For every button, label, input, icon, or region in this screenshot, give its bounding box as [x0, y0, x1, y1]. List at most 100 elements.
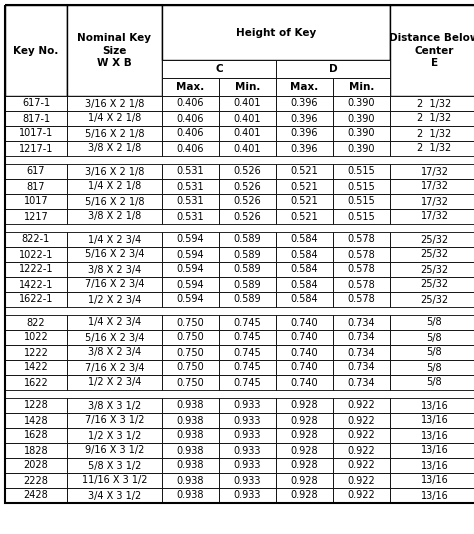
- Text: 0.584: 0.584: [291, 279, 319, 289]
- Text: Distance Below
Center
E: Distance Below Center E: [389, 33, 474, 68]
- Text: 7/16 X 3 1/2: 7/16 X 3 1/2: [85, 415, 144, 426]
- Bar: [162, 315, 219, 330]
- Text: 2  1/32: 2 1/32: [418, 98, 452, 108]
- Text: 0.740: 0.740: [291, 318, 319, 327]
- Text: 25/32: 25/32: [420, 234, 448, 245]
- Bar: [219, 111, 276, 126]
- Text: 5/8: 5/8: [427, 318, 442, 327]
- Text: 0.515: 0.515: [347, 182, 375, 192]
- Text: Key No.: Key No.: [13, 45, 59, 56]
- Text: 9/16 X 3 1/2: 9/16 X 3 1/2: [85, 445, 144, 456]
- Bar: [219, 315, 276, 330]
- Text: 0.390: 0.390: [348, 98, 375, 108]
- Text: 5/16 X 2 1/8: 5/16 X 2 1/8: [85, 197, 144, 207]
- Bar: [276, 164, 333, 179]
- Text: Max.: Max.: [176, 82, 205, 92]
- Bar: [390, 277, 474, 292]
- Bar: [219, 96, 276, 111]
- Text: 0.531: 0.531: [177, 167, 204, 177]
- Bar: [390, 345, 474, 360]
- Bar: [162, 443, 219, 458]
- Bar: [162, 413, 219, 428]
- Text: 3/4 X 3 1/2: 3/4 X 3 1/2: [88, 491, 141, 500]
- Bar: [333, 277, 390, 292]
- Text: 0.938: 0.938: [177, 430, 204, 441]
- Text: 2228: 2228: [24, 475, 48, 485]
- Bar: [5, 413, 67, 428]
- Text: 0.933: 0.933: [234, 491, 261, 500]
- Text: 25/32: 25/32: [420, 249, 448, 260]
- Text: 17/32: 17/32: [420, 211, 448, 222]
- Bar: [390, 413, 474, 428]
- Text: 0.734: 0.734: [348, 333, 375, 342]
- Text: Max.: Max.: [291, 82, 319, 92]
- Bar: [276, 111, 333, 126]
- Bar: [162, 345, 219, 360]
- Text: 0.938: 0.938: [177, 460, 204, 470]
- Bar: [276, 292, 333, 307]
- Bar: [5, 360, 67, 375]
- Bar: [333, 488, 390, 503]
- Text: 0.745: 0.745: [234, 318, 261, 327]
- Text: 822-1: 822-1: [22, 234, 50, 245]
- Text: 5/8: 5/8: [427, 378, 442, 388]
- Bar: [276, 262, 333, 277]
- Bar: [390, 262, 474, 277]
- Text: 0.406: 0.406: [177, 144, 204, 153]
- Bar: [390, 375, 474, 390]
- Text: 0.933: 0.933: [234, 415, 261, 426]
- Bar: [162, 488, 219, 503]
- Text: 5/8: 5/8: [427, 333, 442, 342]
- Bar: [5, 330, 67, 345]
- Text: D: D: [328, 64, 337, 74]
- Bar: [5, 488, 67, 503]
- Bar: [219, 232, 276, 247]
- Text: 2028: 2028: [24, 460, 48, 470]
- Bar: [219, 262, 276, 277]
- Text: 13/16: 13/16: [420, 430, 448, 441]
- Bar: [5, 375, 67, 390]
- Text: 3/8 X 2 1/8: 3/8 X 2 1/8: [88, 144, 141, 153]
- Text: 0.750: 0.750: [177, 363, 204, 373]
- Bar: [162, 194, 219, 209]
- Bar: [5, 262, 67, 277]
- Bar: [67, 164, 162, 179]
- Text: 0.922: 0.922: [347, 445, 375, 456]
- Bar: [5, 164, 67, 179]
- Text: 0.578: 0.578: [347, 264, 375, 274]
- Bar: [390, 398, 474, 413]
- Bar: [276, 315, 333, 330]
- Bar: [333, 398, 390, 413]
- Bar: [390, 292, 474, 307]
- Bar: [5, 473, 67, 488]
- Bar: [67, 488, 162, 503]
- Text: 0.526: 0.526: [234, 182, 261, 192]
- Bar: [162, 458, 219, 473]
- Text: 3/16 X 2 1/8: 3/16 X 2 1/8: [85, 98, 144, 108]
- Text: Min.: Min.: [235, 82, 260, 92]
- Bar: [333, 96, 390, 111]
- Bar: [67, 111, 162, 126]
- Text: 5/8: 5/8: [427, 363, 442, 373]
- Bar: [276, 209, 333, 224]
- Bar: [67, 345, 162, 360]
- Bar: [276, 194, 333, 209]
- Text: 0.584: 0.584: [291, 234, 319, 245]
- Bar: [162, 232, 219, 247]
- Text: 0.406: 0.406: [177, 129, 204, 138]
- Bar: [333, 315, 390, 330]
- Text: 0.745: 0.745: [234, 378, 261, 388]
- Text: 0.922: 0.922: [347, 475, 375, 485]
- Bar: [5, 126, 67, 141]
- Text: Height of Key: Height of Key: [236, 27, 316, 37]
- Bar: [390, 209, 474, 224]
- Text: 1022: 1022: [24, 333, 48, 342]
- Text: 1217: 1217: [24, 211, 48, 222]
- Text: 0.745: 0.745: [234, 348, 261, 357]
- Text: 0.745: 0.745: [234, 363, 261, 373]
- Bar: [5, 5, 67, 96]
- Bar: [162, 292, 219, 307]
- Bar: [162, 375, 219, 390]
- Bar: [5, 277, 67, 292]
- Bar: [333, 164, 390, 179]
